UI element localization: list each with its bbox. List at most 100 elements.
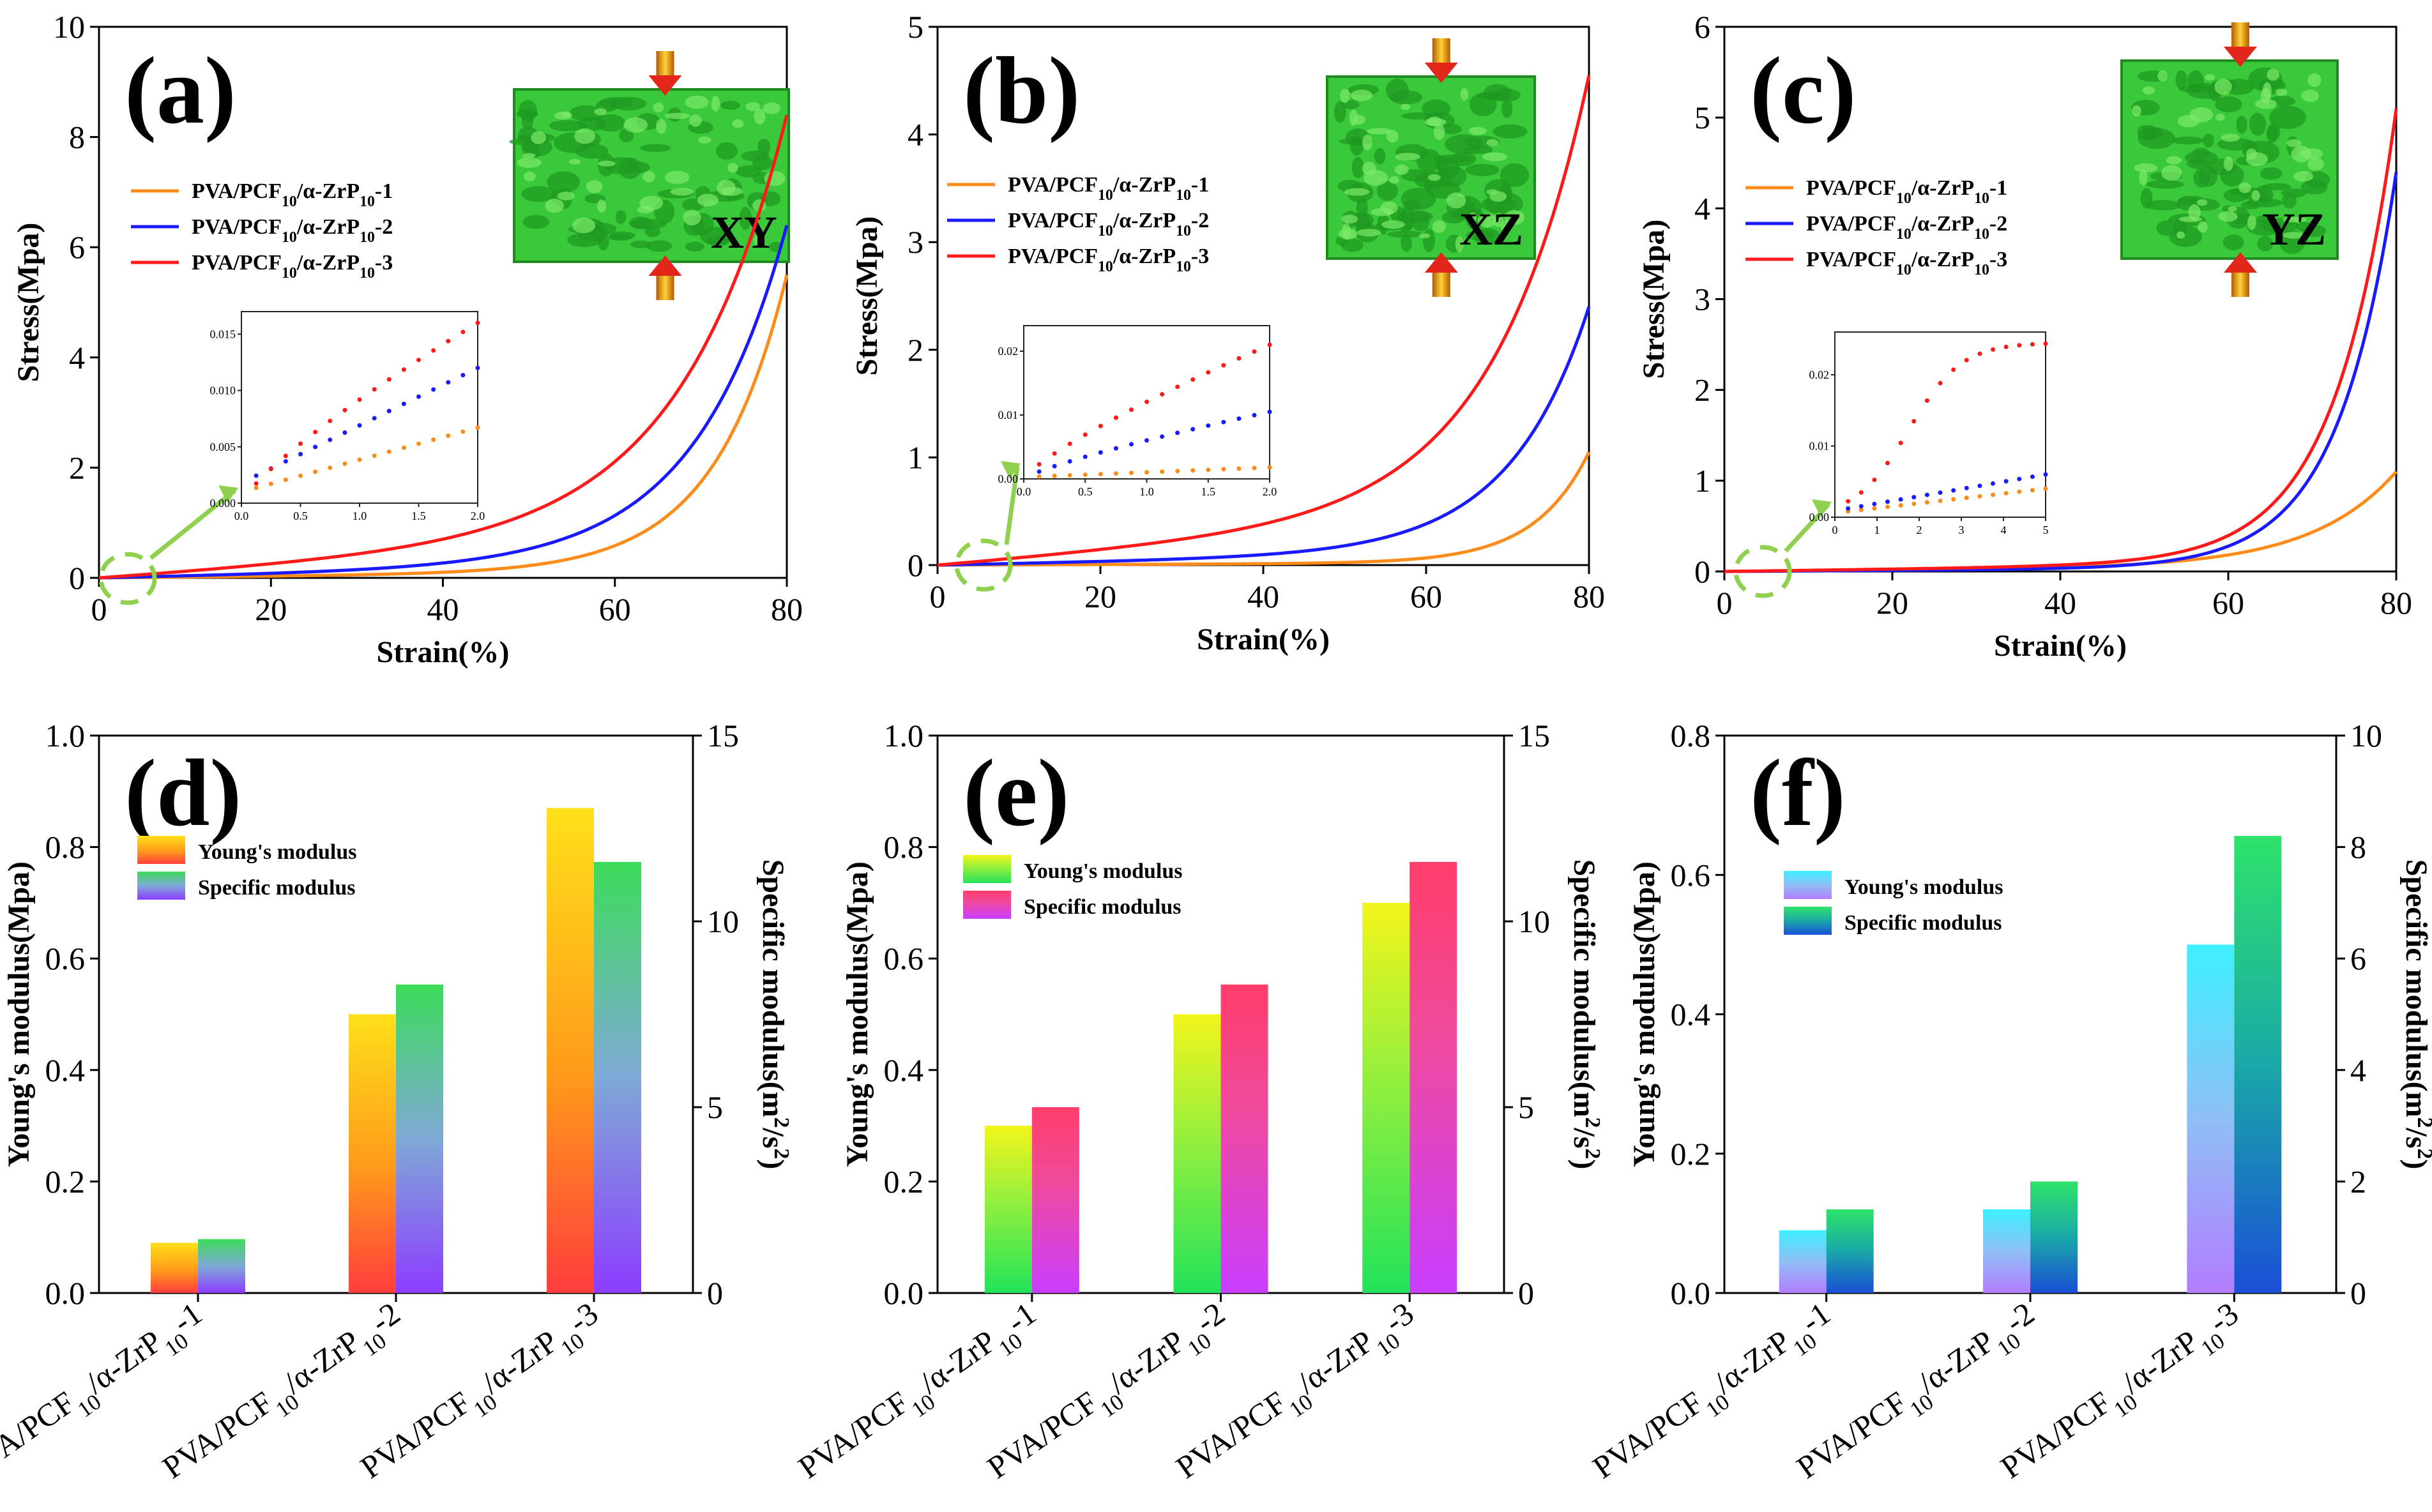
foam-pore xyxy=(630,240,651,248)
foam-pore xyxy=(1465,163,1500,176)
inset-point-series-3 xyxy=(1991,347,1995,352)
foam-pore xyxy=(1465,230,1494,241)
label-part: ) xyxy=(2399,1159,2432,1169)
inset-point-series-3 xyxy=(1885,460,1890,465)
stress-curve-series-1 xyxy=(99,274,789,580)
stress-curve-series-1 xyxy=(938,451,1591,567)
inset-point-series-2 xyxy=(1083,454,1088,459)
foam-highlight xyxy=(1381,220,1405,229)
foam-highlight xyxy=(1353,114,1365,125)
foam-highlight xyxy=(557,192,575,200)
foam-pore xyxy=(2295,222,2313,232)
inset-y-tick-label: 0.00 xyxy=(998,472,1019,485)
inset-point-series-3 xyxy=(1144,399,1149,404)
label-part: ) xyxy=(1567,1159,1601,1169)
stress-curve-series-2 xyxy=(937,306,1591,567)
foam-highlight xyxy=(2176,231,2185,239)
inset-point-series-2 xyxy=(401,401,406,406)
label-superscript: 2 xyxy=(1581,1117,1605,1128)
x-axis-label: Strain(%) xyxy=(377,635,510,669)
foam-pore xyxy=(630,218,667,230)
inset-point-series-3 xyxy=(1858,490,1864,495)
foam-highlight xyxy=(637,206,654,214)
y-tick-label: 5 xyxy=(908,9,923,45)
label-subscript: 10 xyxy=(1896,226,1911,243)
inset-point-series-3 xyxy=(342,407,347,412)
label-part: /α-ZrP xyxy=(1707,1323,1797,1400)
y-tick-label: 0.4 xyxy=(45,1052,86,1088)
foam-pore xyxy=(752,155,773,170)
foam-highlight xyxy=(1344,188,1370,196)
foam-pore xyxy=(521,186,557,202)
inset-point-series-2 xyxy=(1898,497,1903,502)
inset-point-series-3 xyxy=(2017,343,2022,348)
foam-highlight xyxy=(2254,99,2277,109)
zoom-callout-ellipse xyxy=(1733,545,1792,598)
foam-pore xyxy=(735,165,762,178)
label-part: Specific modulus(m xyxy=(756,859,790,1117)
foam-highlight xyxy=(1504,210,1525,225)
y-tick-label: 2 xyxy=(908,332,923,368)
inset-point-series-2 xyxy=(283,458,288,464)
compress-arrow-shaft-top xyxy=(2231,22,2249,48)
x-tick-label: 0 xyxy=(91,591,107,627)
inset-point-series-1 xyxy=(1067,472,1072,478)
legend-entry: Specific modulus xyxy=(1024,895,1182,919)
bar-youngs-modulus xyxy=(1779,1230,1827,1293)
foam-pore xyxy=(610,96,647,110)
label-subscript: 10 xyxy=(282,265,297,282)
foam-highlight xyxy=(572,217,596,234)
label-part: /α-ZrP xyxy=(1291,1323,1380,1400)
label-part: -3 xyxy=(1989,248,2007,271)
inset-y-tick-label: 0.02 xyxy=(1809,368,1830,381)
foam-highlight xyxy=(1401,103,1411,110)
foam-highlight xyxy=(754,234,764,246)
inset-x-tick-label: 2.0 xyxy=(1263,485,1277,498)
label-subscript: 10 xyxy=(1098,187,1113,204)
foam-highlight xyxy=(2307,73,2322,87)
label-part: -2 xyxy=(375,215,393,239)
stress-curve-series-3 xyxy=(1724,108,2398,573)
legend-swatch xyxy=(1784,907,1832,935)
legend-entry: PVA/PCF10/α-ZrP10-2 xyxy=(1008,209,1209,239)
foam-pore xyxy=(2257,236,2274,252)
inset-point-series-1 xyxy=(254,485,259,490)
foam-pore xyxy=(595,114,626,132)
label-part: /α-ZrP xyxy=(296,251,360,275)
cube-direction-label: XY xyxy=(711,207,777,258)
label-subscript: 10 xyxy=(360,229,375,246)
inset-x-tick-label: 1.5 xyxy=(411,510,426,522)
inset-y-tick-label: 0.02 xyxy=(998,345,1019,358)
label-part: PVA/PCF xyxy=(1806,212,1896,236)
foam-pore xyxy=(715,142,738,160)
zoom-callout-arrow xyxy=(149,488,237,560)
inset-y-tick-label: 0.01 xyxy=(998,409,1019,421)
cube-direction-label: YZ xyxy=(2262,204,2326,255)
foam-pore xyxy=(2146,179,2184,189)
y2-tick-label: 8 xyxy=(2350,829,2366,865)
inset-point-series-3 xyxy=(1098,423,1103,428)
label-subscript: 10 xyxy=(360,265,375,282)
inset-point-series-2 xyxy=(1098,450,1103,455)
inset-point-series-2 xyxy=(372,416,377,421)
inset-point-series-3 xyxy=(1052,451,1057,456)
inset-point-series-3 xyxy=(1129,407,1134,412)
foam-highlight xyxy=(2196,199,2208,206)
foam-cube-image xyxy=(2120,22,2339,297)
bar-youngs-modulus xyxy=(2187,944,2235,1293)
label-part: PVA/PCF xyxy=(192,251,282,275)
inset-point-series-1 xyxy=(1977,494,1982,499)
panel-letter: (a) xyxy=(125,38,236,144)
bar-specific-modulus xyxy=(396,984,443,1293)
foam-highlight xyxy=(1351,89,1373,102)
foam-pore xyxy=(575,143,609,159)
foam-pore xyxy=(547,171,580,193)
inset-point-series-2 xyxy=(475,365,480,370)
y-tick-label: 1 xyxy=(1694,463,1710,499)
inset-x-tick-label: 1 xyxy=(1874,524,1880,536)
inset-point-series-1 xyxy=(1144,470,1149,475)
legend-entry: PVA/PCF10/α-ZrP10-3 xyxy=(1008,245,1209,275)
legend-swatch xyxy=(1784,871,1832,899)
stress-curve-series-3 xyxy=(937,75,1591,567)
bar-youngs-modulus xyxy=(1983,1209,2030,1293)
